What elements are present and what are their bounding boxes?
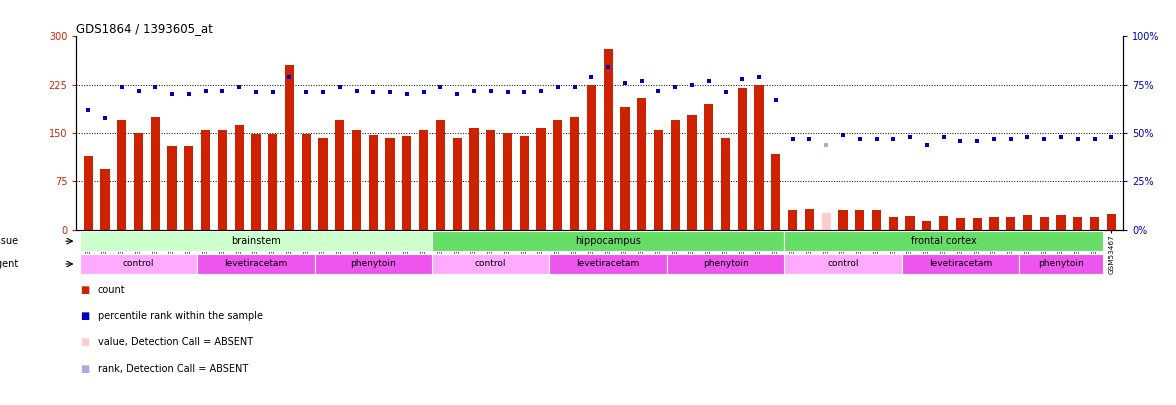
Text: ■: ■: [80, 364, 89, 373]
Text: ■: ■: [80, 311, 89, 321]
Bar: [549, 254, 667, 274]
Bar: [352, 130, 361, 230]
Bar: [386, 138, 395, 230]
Bar: [335, 120, 345, 230]
Bar: [755, 85, 763, 230]
Bar: [252, 134, 261, 230]
Bar: [637, 98, 647, 230]
Bar: [771, 154, 781, 230]
Text: value, Detection Call = ABSENT: value, Detection Call = ABSENT: [98, 337, 253, 347]
Bar: [670, 120, 680, 230]
Text: phenytoin: phenytoin: [350, 260, 396, 269]
Text: control: control: [475, 260, 507, 269]
Bar: [688, 115, 696, 230]
Bar: [654, 130, 663, 230]
Bar: [902, 254, 1020, 274]
Bar: [285, 66, 294, 230]
Bar: [587, 85, 596, 230]
Bar: [938, 215, 948, 230]
Bar: [704, 104, 714, 230]
Bar: [553, 120, 562, 230]
Bar: [1074, 217, 1082, 230]
Bar: [721, 138, 730, 230]
Bar: [432, 231, 784, 252]
Bar: [419, 130, 428, 230]
Bar: [620, 107, 629, 230]
Text: tissue: tissue: [0, 236, 19, 246]
Bar: [784, 231, 1103, 252]
Text: ■: ■: [80, 285, 89, 294]
Text: levetiracetam: levetiracetam: [576, 260, 640, 269]
Bar: [1056, 215, 1065, 230]
Bar: [838, 210, 848, 230]
Text: control: control: [827, 260, 858, 269]
Text: phenytoin: phenytoin: [1038, 260, 1084, 269]
Bar: [603, 49, 613, 230]
Text: brainstem: brainstem: [230, 236, 281, 246]
Bar: [315, 254, 432, 274]
Bar: [804, 209, 814, 230]
Bar: [570, 117, 580, 230]
Bar: [201, 130, 211, 230]
Bar: [1007, 217, 1015, 230]
Bar: [503, 133, 512, 230]
Bar: [80, 231, 432, 252]
Text: control: control: [122, 260, 154, 269]
Bar: [922, 222, 931, 230]
Bar: [1020, 254, 1103, 274]
Bar: [889, 217, 898, 230]
Bar: [855, 210, 864, 230]
Bar: [1040, 217, 1049, 230]
Bar: [185, 146, 193, 230]
Bar: [234, 125, 243, 230]
Bar: [784, 254, 902, 274]
Bar: [402, 136, 412, 230]
Bar: [822, 213, 830, 230]
Bar: [319, 138, 328, 230]
Bar: [956, 218, 965, 230]
Text: levetiracetam: levetiracetam: [929, 260, 993, 269]
Bar: [436, 120, 445, 230]
Bar: [1090, 217, 1100, 230]
Text: phenytoin: phenytoin: [703, 260, 748, 269]
Bar: [80, 254, 198, 274]
Bar: [453, 138, 462, 230]
Bar: [134, 133, 143, 230]
Text: percentile rank within the sample: percentile rank within the sample: [98, 311, 262, 321]
Bar: [788, 210, 797, 230]
Text: frontal cortex: frontal cortex: [910, 236, 976, 246]
Bar: [151, 117, 160, 230]
Text: hippocampus: hippocampus: [575, 236, 641, 246]
Text: rank, Detection Call = ABSENT: rank, Detection Call = ABSENT: [98, 364, 248, 373]
Bar: [973, 218, 982, 230]
Bar: [118, 120, 126, 230]
Text: agent: agent: [0, 259, 19, 269]
Bar: [301, 134, 310, 230]
Bar: [1023, 215, 1033, 230]
Bar: [906, 215, 915, 230]
Text: levetiracetam: levetiracetam: [225, 260, 288, 269]
Bar: [83, 156, 93, 230]
Text: GDS1864 / 1393605_at: GDS1864 / 1393605_at: [76, 22, 213, 35]
Bar: [100, 168, 109, 230]
Bar: [871, 210, 881, 230]
Text: count: count: [98, 285, 125, 294]
Bar: [432, 254, 549, 274]
Bar: [167, 146, 176, 230]
Bar: [369, 135, 377, 230]
Bar: [268, 134, 278, 230]
Bar: [536, 128, 546, 230]
Text: ■: ■: [80, 337, 89, 347]
Bar: [1107, 213, 1116, 230]
Bar: [218, 130, 227, 230]
Bar: [469, 128, 479, 230]
Bar: [486, 130, 495, 230]
Bar: [667, 254, 784, 274]
Bar: [198, 254, 315, 274]
Bar: [520, 136, 529, 230]
Bar: [737, 88, 747, 230]
Bar: [989, 217, 998, 230]
